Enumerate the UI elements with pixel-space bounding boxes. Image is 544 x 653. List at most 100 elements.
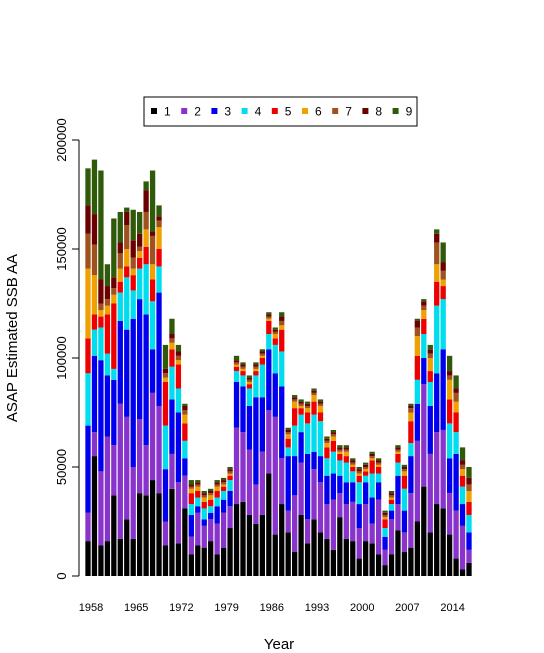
legend-box	[143, 96, 418, 127]
bar-segment-1980-age-7	[227, 471, 233, 474]
bar-segment-1985-age-6	[259, 355, 266, 358]
bar-segment-1981-age-2	[233, 427, 240, 505]
bar-segment-1998-age-9	[343, 445, 349, 448]
bar-segment-1965-age-4	[130, 290, 136, 319]
bar-segment-1977-age-5	[208, 499, 214, 507]
bar-segment-1976-age-5	[201, 501, 207, 509]
bar-segment-2010-age-9	[421, 299, 427, 302]
bar-segment-2010-age-6	[421, 310, 427, 319]
bar-segment-1981-age-3	[233, 381, 240, 428]
bar-segment-1989-age-9	[285, 427, 291, 430]
bar-segment-1992-age-6	[304, 408, 311, 413]
bar-segment-2007-age-4	[401, 488, 408, 511]
bar-segment-1975-age-3	[195, 506, 201, 513]
bar-segment-1967-age-5	[143, 246, 149, 265]
bar-segment-1973-age-9	[182, 403, 188, 406]
bar-segment-1996-age-7	[330, 434, 337, 437]
bar-segment-2016-age-4	[459, 486, 466, 505]
bar-segment-1969-age-4	[156, 266, 162, 293]
bar-segment-2017-age-5	[466, 501, 472, 515]
bar-segment-1969-age-6	[156, 227, 162, 249]
x-tick-label: 1965	[124, 602, 148, 614]
bar-segment-2008-age-4	[408, 443, 414, 457]
bar-segment-1969-age-1	[156, 493, 162, 576]
bar-segment-1994-age-6	[317, 405, 324, 413]
bar-segment-2014-age-2	[446, 493, 453, 535]
bar-segment-1999-age-3	[350, 482, 356, 502]
bar-segment-1976-age-8	[201, 493, 207, 496]
y-tick-label: 0	[54, 572, 69, 579]
bar-segment-1983-age-3	[246, 405, 253, 450]
x-tick-label: 1993	[305, 602, 329, 614]
bar-segment-1984-age-9	[253, 362, 259, 365]
bar-segment-2015-age-1	[453, 558, 459, 576]
bar-segment-1975-age-6	[195, 486, 201, 491]
bar-segment-2015-age-7	[453, 392, 459, 402]
bar-segment-1968-age-3	[149, 349, 156, 393]
bar-segment-2001-age-1	[363, 541, 369, 576]
bar-segment-1979-age-4	[220, 490, 227, 500]
bar-segment-1980-age-1	[227, 528, 233, 576]
bar-segment-1958-age-1	[85, 541, 91, 576]
bar-segment-1990-age-9	[292, 395, 298, 398]
bar-segment-2010-age-7	[421, 305, 427, 311]
bar-segment-1978-age-5	[214, 490, 220, 498]
bar-segment-2001-age-4	[363, 475, 369, 483]
bar-segment-1984-age-6	[253, 368, 259, 372]
bar-segment-1971-age-2	[169, 453, 175, 489]
bar-segment-1961-age-8	[104, 286, 111, 300]
bar-segment-2000-age-5	[356, 475, 362, 483]
bar-segment-1964-age-9	[124, 207, 130, 212]
bar-segment-1959-age-6	[91, 275, 98, 315]
bar-segment-1985-age-1	[259, 514, 266, 576]
bar-segment-1967-age-4	[143, 264, 149, 315]
bar-segment-2008-age-9	[408, 403, 414, 406]
bar-segment-1963-age-1	[117, 538, 123, 576]
bar-segment-2011-age-9	[427, 344, 433, 350]
bar-segment-1986-age-4	[266, 334, 272, 350]
bar-segment-1989-age-1	[285, 532, 291, 576]
bar-segment-2014-age-9	[446, 355, 453, 372]
bar-segment-1981-age-5	[233, 366, 240, 372]
bar-segment-2002-age-3	[369, 497, 375, 524]
bar-segment-1997-age-4	[337, 460, 343, 476]
bar-segment-1976-age-6	[201, 497, 207, 502]
bar-segment-2013-age-6	[440, 279, 446, 287]
bar-segment-1986-age-5	[266, 320, 272, 335]
bar-segment-1986-age-9	[266, 312, 272, 315]
y-tick-label: 150000	[54, 227, 69, 270]
bar-segment-2011-age-2	[427, 453, 433, 533]
bar-segment-2016-age-6	[459, 469, 466, 476]
bar-segment-1987-age-4	[272, 344, 278, 374]
bar-segment-2004-age-7	[382, 514, 388, 518]
bar-segment-2007-age-9	[401, 464, 408, 467]
bar-segment-1996-age-2	[330, 499, 337, 550]
bar-segment-1995-age-8	[324, 438, 330, 441]
bar-segment-2015-age-5	[453, 412, 459, 433]
bar-segment-2006-age-2	[395, 504, 401, 531]
bar-segment-1983-age-1	[246, 514, 253, 576]
bar-segment-1966-age-3	[137, 299, 143, 420]
bar-segment-1964-age-5	[124, 266, 130, 278]
bar-segment-1959-age-8	[91, 214, 98, 245]
bar-segment-1991-age-5	[298, 408, 304, 415]
bar-segment-1970-age-3	[162, 469, 169, 522]
bar-segment-1980-age-9	[227, 467, 233, 470]
bar-segment-2006-age-8	[395, 447, 401, 450]
bar-segment-1979-age-9	[220, 477, 227, 481]
bar-segment-2000-age-9	[356, 467, 362, 470]
bar-segment-1958-age-6	[85, 268, 91, 339]
bar-segment-1992-age-5	[304, 412, 311, 424]
bar-segment-1999-age-7	[350, 462, 356, 465]
bar-segment-1995-age-4	[324, 458, 330, 476]
bar-segment-1958-age-5	[85, 338, 91, 374]
bar-segment-1970-age-1	[162, 545, 169, 576]
bar-segment-1994-age-8	[317, 401, 324, 404]
bar-segment-1985-age-9	[259, 349, 266, 352]
x-tick-label: 1979	[214, 602, 238, 614]
bar-segment-1976-age-4	[201, 508, 207, 520]
bar-segment-2012-age-2	[434, 432, 440, 505]
bar-segment-2000-age-1	[356, 558, 362, 576]
bar-segment-2014-age-4	[446, 423, 453, 459]
